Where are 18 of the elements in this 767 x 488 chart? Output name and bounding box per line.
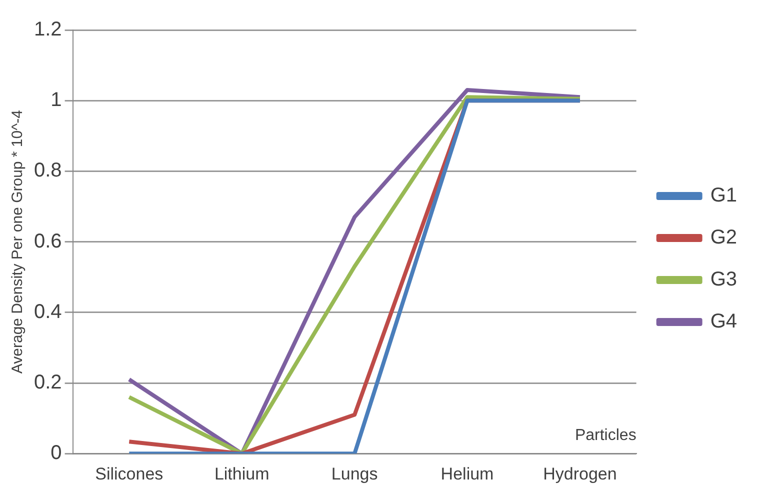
x-tick-label: Hydrogen: [543, 464, 617, 484]
y-tick-label: 0.4: [34, 300, 62, 323]
y-tick-label: 0.6: [34, 230, 62, 252]
y-axis-title: Average Density Per one Group * 10^-4: [9, 110, 26, 374]
y-tick-label: 0.2: [34, 372, 62, 394]
x-tick-label: Lithium: [214, 464, 270, 484]
legend-label: G1: [710, 184, 738, 207]
y-tick-label: 0: [50, 442, 62, 464]
x-tick-label: Silicones: [95, 464, 164, 484]
x-axis-title: Particles: [574, 427, 636, 444]
y-tick-label: 1.2: [34, 18, 62, 41]
y-tick-label: 0.8: [34, 160, 62, 182]
legend-label: G2: [710, 226, 738, 249]
y-tick-label: 1: [50, 89, 62, 112]
legend-label: G3: [710, 268, 738, 291]
x-tick-label: Lungs: [331, 464, 378, 484]
legend-label: G4: [710, 310, 738, 333]
x-tick-label: Helium: [440, 464, 494, 484]
